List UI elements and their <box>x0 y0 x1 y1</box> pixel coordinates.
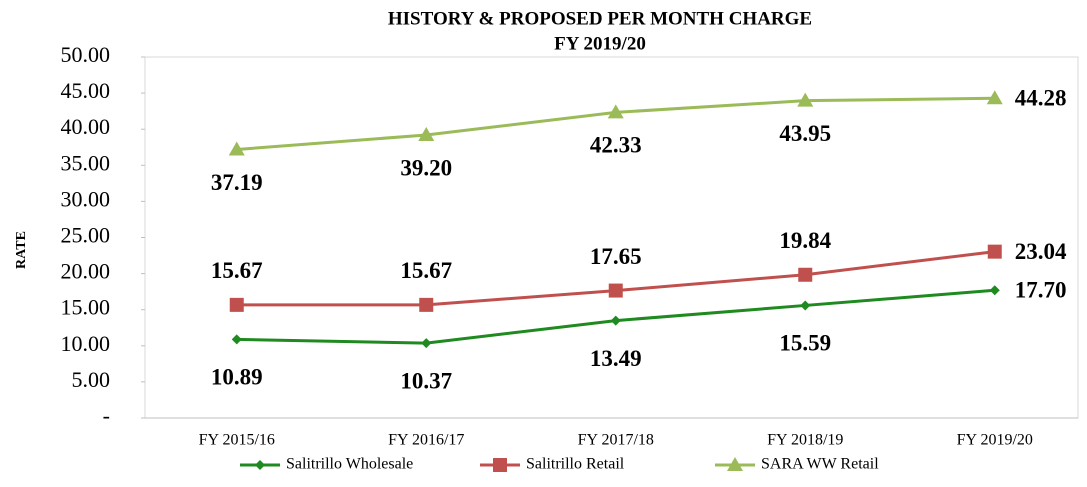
marker <box>493 458 507 472</box>
y-tick-label: 30.00 <box>61 186 111 211</box>
legend-label: Salitrillo Wholesale <box>286 456 413 473</box>
data-label: 42.33 <box>590 133 642 158</box>
x-tick-label: FY 2019/20 <box>957 432 1033 449</box>
marker <box>229 297 244 312</box>
data-label: 44.28 <box>1015 86 1067 111</box>
data-label: 15.67 <box>400 258 452 283</box>
y-tick-label: 20.00 <box>61 259 111 284</box>
marker <box>607 104 624 119</box>
x-tick-label: FY 2016/17 <box>388 432 464 449</box>
marker <box>421 338 432 349</box>
chart-subtitle: FY 2019/20 <box>554 33 646 54</box>
data-label: 37.19 <box>211 170 263 195</box>
marker <box>797 92 814 107</box>
y-axis-label: RATE <box>14 231 29 269</box>
legend-label: Salitrillo Retail <box>526 456 625 473</box>
data-label: 39.20 <box>400 155 452 180</box>
marker <box>800 300 811 311</box>
x-tick-label: FY 2017/18 <box>578 432 654 449</box>
marker <box>610 315 621 326</box>
marker <box>798 267 813 282</box>
marker <box>989 285 1000 296</box>
chart-title: HISTORY & PROPOSED PER MONTH CHARGE <box>388 8 812 29</box>
data-label: 15.67 <box>211 258 263 283</box>
marker <box>255 460 265 470</box>
y-tick-label: 45.00 <box>61 78 111 103</box>
y-tick-label: 25.00 <box>61 223 111 248</box>
legend-label: SARA WW Retail <box>761 456 879 473</box>
data-label: 17.70 <box>1015 277 1067 302</box>
data-label: 43.95 <box>779 121 831 146</box>
marker <box>727 457 743 471</box>
x-tick-label: FY 2015/16 <box>199 432 275 449</box>
marker <box>228 141 245 156</box>
data-label: 10.89 <box>211 365 263 390</box>
x-tick-label: FY 2018/19 <box>767 432 843 449</box>
data-label: 10.37 <box>400 368 452 393</box>
marker <box>987 244 1002 259</box>
marker <box>986 90 1003 105</box>
marker <box>231 334 242 345</box>
marker <box>418 126 435 141</box>
y-tick-label: 50.00 <box>61 42 111 67</box>
data-label: 15.59 <box>779 331 831 356</box>
y-tick-label: 35.00 <box>61 150 111 175</box>
y-tick-label: 40.00 <box>61 114 111 139</box>
data-label: 19.84 <box>779 228 831 253</box>
y-tick-label: 10.00 <box>61 331 111 356</box>
data-label: 17.65 <box>590 244 642 269</box>
data-label: 23.04 <box>1015 239 1067 264</box>
y-tick-label: 15.00 <box>61 295 111 320</box>
data-label: 13.49 <box>590 346 642 371</box>
y-tick-label: 5.00 <box>72 367 111 392</box>
y-tick-label: - <box>103 403 110 428</box>
marker <box>608 283 623 298</box>
marker <box>419 297 434 312</box>
